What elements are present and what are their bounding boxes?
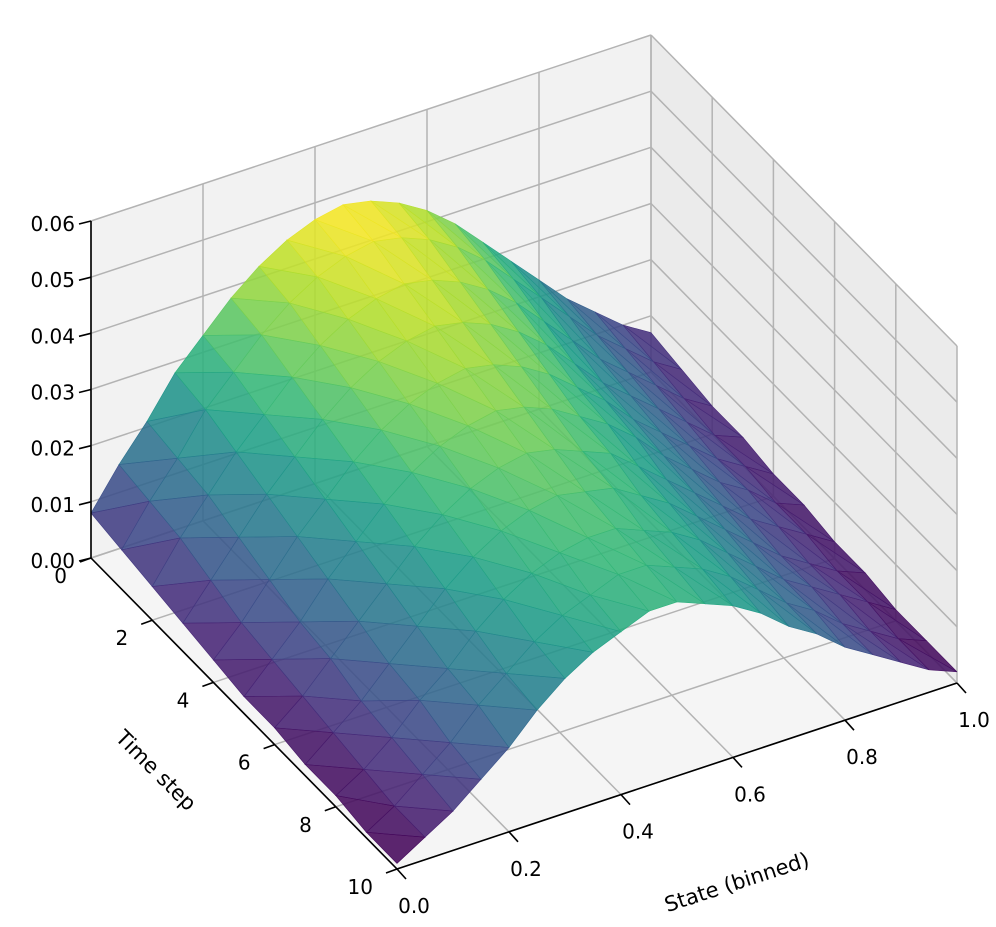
- grid-line: [650, 146, 958, 459]
- surface: [90, 200, 958, 864]
- z-tick-mark: [78, 388, 92, 394]
- grid-line: [90, 34, 652, 222]
- x-tick-label: 0.6: [734, 782, 766, 806]
- surface-facet: [870, 630, 930, 671]
- y-tick-label: 2: [115, 626, 128, 650]
- surface-facet: [786, 602, 846, 648]
- y-tick-label: 4: [177, 688, 190, 712]
- surface-facet: [589, 594, 650, 633]
- y-tick-mark: [385, 868, 398, 874]
- z-tick-mark: [78, 332, 92, 338]
- x-tick-mark: [732, 756, 743, 768]
- grid-line: [650, 202, 958, 516]
- x-tick-label: 0.4: [622, 820, 654, 844]
- surface-facet: [618, 574, 678, 612]
- z-tick-label: 0.02: [30, 437, 75, 461]
- x-tick-label: 0.2: [510, 857, 542, 881]
- x-tick-mark: [396, 868, 407, 880]
- x-tick-mark: [508, 831, 519, 843]
- y-tick-label: 10: [348, 875, 373, 899]
- x-tick-label: 0.8: [846, 745, 878, 769]
- z-tick-label: 0.03: [30, 381, 75, 405]
- surface-facet: [842, 623, 902, 663]
- grid-line: [650, 259, 958, 572]
- surface-facet: [533, 641, 594, 679]
- surface-facet: [814, 610, 874, 655]
- surface-facet: [646, 564, 707, 605]
- y-tick-label: 6: [238, 751, 251, 775]
- grid-line: [650, 90, 958, 403]
- z-tick-label: 0.04: [30, 324, 75, 348]
- z-tick-mark: [78, 220, 92, 225]
- y-tick-mark: [324, 806, 337, 812]
- surface-facet: [449, 742, 510, 780]
- surface-facet: [730, 576, 790, 627]
- y-axis-label: Time step: [110, 725, 201, 816]
- surface-facet: [702, 568, 762, 614]
- x-tick-mark: [844, 719, 855, 731]
- z-tick-label: 0.06: [30, 212, 75, 236]
- z-tick-label: 0.00: [30, 549, 75, 573]
- y-tick-label: 0: [54, 564, 67, 588]
- surface-facet: [898, 638, 958, 673]
- z-tick-label: 0.01: [30, 493, 75, 517]
- x-tick-label: 0.0: [398, 894, 430, 918]
- z-tick-mark: [78, 501, 92, 506]
- x-axis-label: State (binned): [661, 848, 812, 917]
- z-tick-mark: [78, 557, 92, 562]
- x-axis-line: [396, 682, 958, 870]
- z-tick-mark: [78, 444, 92, 450]
- y-tick-mark: [202, 681, 214, 688]
- surface-facet: [421, 774, 482, 812]
- surface-facet: [365, 831, 426, 864]
- grid-line: [650, 34, 958, 347]
- surface-facet: [561, 614, 622, 653]
- grid-line: [90, 90, 652, 278]
- tick-labels: 0.0 0.2 0.4 0.6 0.8 1.0 0 2 4 6 8 10 0.00 0.01 0.02 0.0…: [30, 212, 989, 918]
- z-tick-label: 0.05: [30, 268, 75, 292]
- x-tick-label: 1.0: [958, 708, 990, 732]
- y-tick-mark: [140, 619, 153, 625]
- surface-facet: [674, 566, 735, 607]
- z-tick-mark: [78, 276, 92, 281]
- surface-facet: [393, 805, 454, 838]
- surface-facet: [758, 589, 818, 635]
- x-tick-mark: [956, 682, 967, 694]
- y-tick-mark: [263, 743, 275, 750]
- surface-facet: [505, 673, 566, 711]
- x-tick-mark: [620, 794, 631, 806]
- surface-facet: [477, 704, 538, 749]
- grid-line: [650, 315, 958, 628]
- axis-lines: [78, 220, 967, 880]
- y-axis-line: [90, 557, 398, 870]
- y-tick-label: 8: [299, 813, 312, 837]
